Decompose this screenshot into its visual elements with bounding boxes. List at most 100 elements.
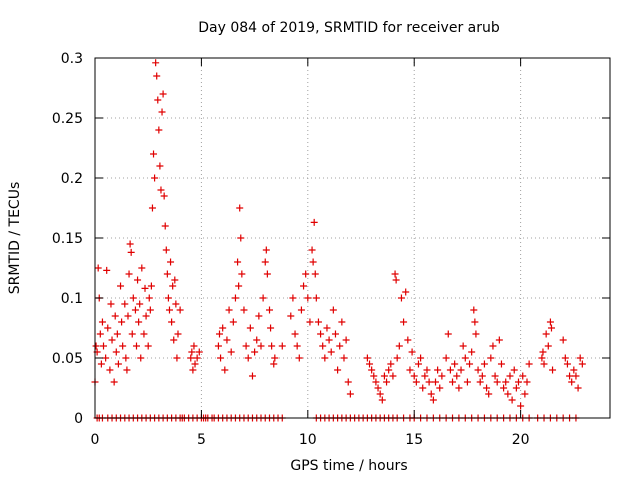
data-point xyxy=(227,348,235,356)
data-point xyxy=(96,330,104,338)
data-point xyxy=(311,270,319,278)
data-point xyxy=(148,204,156,212)
data-point xyxy=(253,336,261,344)
data-point xyxy=(102,354,110,362)
data-point xyxy=(266,306,274,314)
data-point xyxy=(193,354,201,362)
data-point xyxy=(295,354,303,362)
data-point xyxy=(154,96,162,104)
data-point xyxy=(300,282,308,290)
x-tick-label: 5 xyxy=(197,432,206,448)
data-point xyxy=(111,312,119,320)
data-point xyxy=(566,372,574,380)
data-point xyxy=(97,360,105,368)
data-point xyxy=(368,366,376,374)
data-point xyxy=(514,378,522,386)
data-point xyxy=(163,270,171,278)
data-point xyxy=(129,294,137,302)
data-point xyxy=(131,306,139,314)
data-point xyxy=(395,342,403,350)
data-point xyxy=(126,240,134,248)
data-point xyxy=(100,342,108,350)
data-point xyxy=(271,354,279,362)
y-tick-label: 0.1 xyxy=(61,291,83,307)
data-point xyxy=(453,372,461,380)
data-point xyxy=(321,354,329,362)
data-points xyxy=(91,59,586,422)
data-point xyxy=(136,300,144,308)
data-point xyxy=(419,384,427,392)
data-point xyxy=(472,330,480,338)
data-point xyxy=(156,162,164,170)
data-point xyxy=(125,270,133,278)
data-point xyxy=(164,294,172,302)
data-point xyxy=(344,378,352,386)
data-point xyxy=(417,354,425,362)
data-point xyxy=(468,348,476,356)
x-tick-label: 15 xyxy=(405,432,423,448)
data-point xyxy=(257,342,265,350)
y-tick-label: 0 xyxy=(74,411,83,427)
data-point xyxy=(255,312,263,320)
data-point xyxy=(137,354,145,362)
data-point xyxy=(278,342,286,350)
data-point xyxy=(434,366,442,374)
data-point xyxy=(572,372,580,380)
data-point xyxy=(191,360,199,368)
data-point xyxy=(155,126,163,134)
data-point xyxy=(168,318,176,326)
data-point xyxy=(457,366,465,374)
data-point xyxy=(217,354,225,362)
data-point xyxy=(242,342,250,350)
data-point xyxy=(376,390,384,398)
data-point xyxy=(540,360,548,368)
data-point xyxy=(542,330,550,338)
x-tick-label: 10 xyxy=(299,432,317,448)
data-point xyxy=(170,336,178,344)
data-point xyxy=(380,372,388,380)
data-point xyxy=(480,360,488,368)
data-point xyxy=(378,396,386,404)
data-point xyxy=(159,90,167,98)
data-point xyxy=(491,372,499,380)
data-point xyxy=(221,366,229,374)
data-point xyxy=(504,390,512,398)
data-point xyxy=(392,276,400,284)
data-point xyxy=(578,360,586,368)
data-point xyxy=(240,306,248,314)
data-point xyxy=(127,248,135,256)
data-point xyxy=(387,360,395,368)
data-point xyxy=(104,324,112,332)
data-point xyxy=(463,378,471,386)
data-point xyxy=(152,59,160,67)
data-point xyxy=(474,366,482,374)
data-point xyxy=(444,330,452,338)
data-point xyxy=(423,366,431,374)
data-point xyxy=(225,306,233,314)
data-point xyxy=(523,378,531,386)
data-point xyxy=(400,318,408,326)
data-point xyxy=(329,306,337,314)
y-tick-label: 0.05 xyxy=(52,351,83,367)
data-point xyxy=(144,342,152,350)
data-point xyxy=(161,222,169,230)
data-point xyxy=(128,330,136,338)
data-point xyxy=(238,270,246,278)
data-point xyxy=(268,342,276,350)
data-point xyxy=(478,372,486,380)
data-point xyxy=(404,336,412,344)
data-point xyxy=(103,266,111,274)
data-point xyxy=(489,342,497,350)
data-point xyxy=(108,336,116,344)
data-point xyxy=(385,366,393,374)
data-point xyxy=(119,342,127,350)
data-point xyxy=(122,354,130,362)
plot-frame xyxy=(94,57,611,419)
data-point xyxy=(188,348,196,356)
data-point xyxy=(576,354,584,362)
data-point xyxy=(342,336,350,344)
data-point xyxy=(487,354,495,362)
data-point xyxy=(297,306,305,314)
data-point xyxy=(506,372,514,380)
data-point xyxy=(121,300,129,308)
